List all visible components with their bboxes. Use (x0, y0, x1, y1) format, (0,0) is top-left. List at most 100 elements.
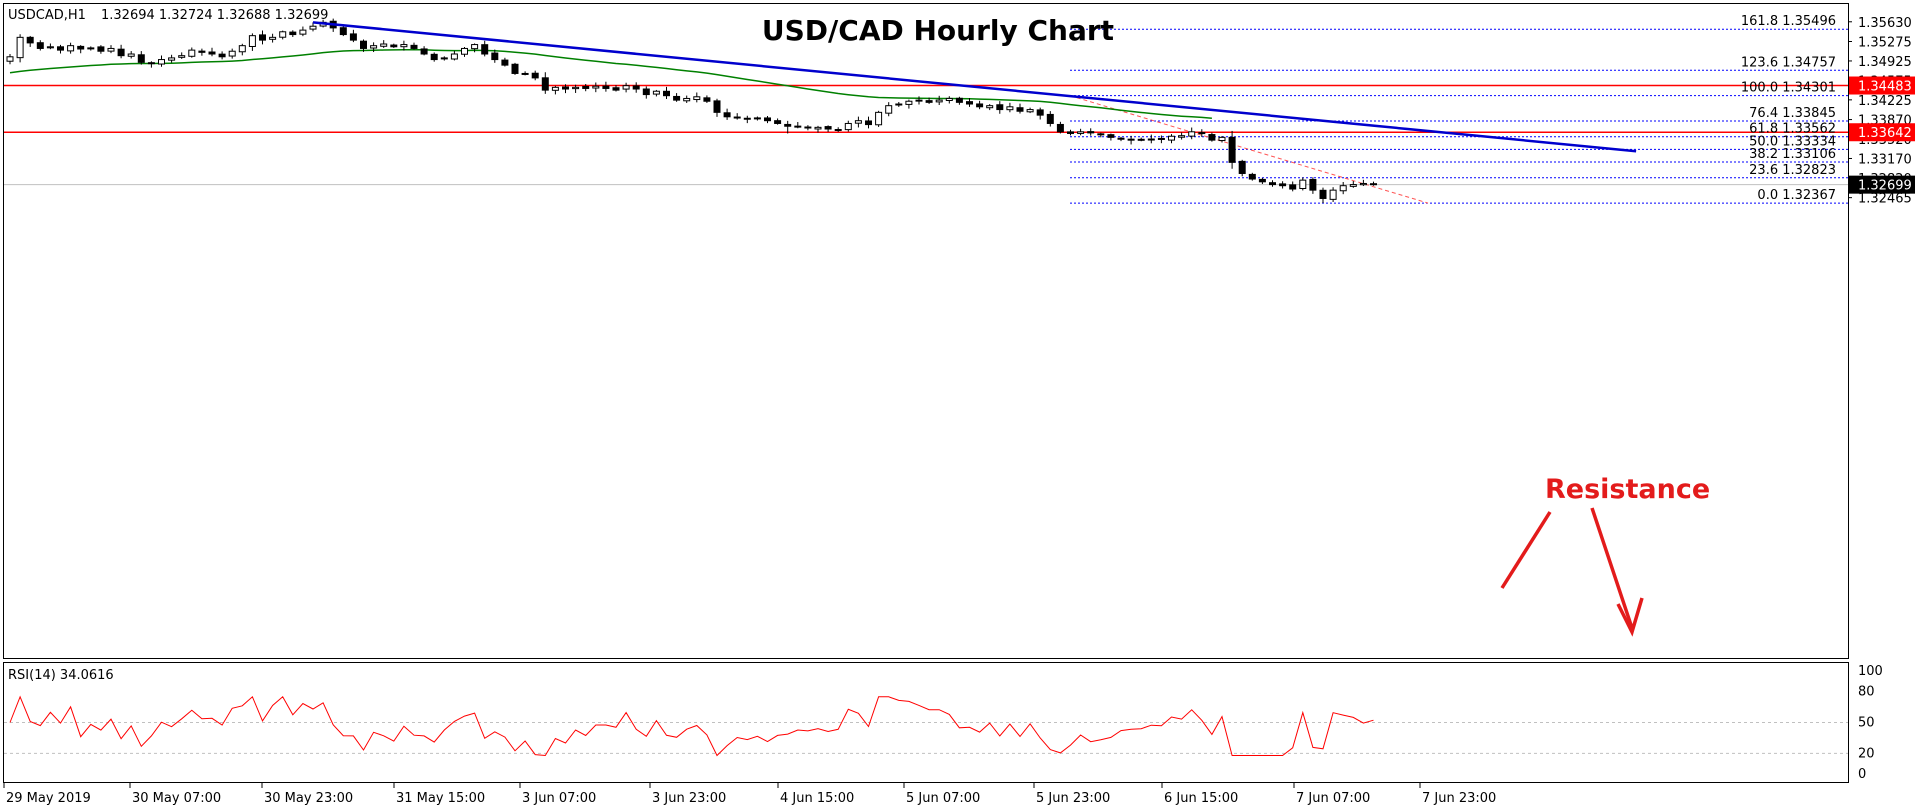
candle-body (178, 55, 186, 58)
candle-body (46, 46, 54, 49)
candle-body (218, 53, 226, 58)
candle-body (1127, 138, 1135, 141)
candle (158, 55, 165, 67)
candle-body (935, 99, 943, 103)
candle-body (501, 59, 509, 66)
fib-level-label: 61.8 1.33562 (1749, 122, 1836, 137)
candle (905, 99, 913, 109)
candle-body (521, 72, 529, 75)
annotations: Resistance (1500, 474, 1710, 637)
candle (673, 93, 681, 102)
time-tick-label: 4 Jun 15:00 (780, 791, 854, 806)
candle (178, 52, 186, 59)
trendline-group (312, 21, 1637, 153)
level-lines (4, 84, 1848, 186)
candle (1208, 132, 1216, 142)
candle (683, 95, 691, 103)
candle-body (339, 27, 347, 36)
candle-body (420, 48, 428, 55)
candle-body (1329, 189, 1337, 200)
candle (1087, 128, 1095, 136)
candle (723, 108, 731, 120)
candle-body (471, 44, 479, 50)
candle (935, 95, 943, 106)
candle (1238, 159, 1246, 177)
candle-body (1289, 184, 1297, 190)
rsi-tick-label: 100 (1858, 664, 1883, 679)
current-price-tag-text: 1.32699 (1858, 179, 1912, 194)
candle-body (865, 120, 872, 126)
candle-body (1006, 106, 1014, 111)
candle-body (137, 54, 145, 63)
chart-symbol: USDCAD,H1 (8, 8, 86, 23)
candle-body (349, 33, 357, 41)
candle (137, 51, 145, 65)
candle (844, 120, 852, 132)
candle (1218, 136, 1226, 143)
candle (238, 43, 246, 56)
candle-body (642, 88, 650, 96)
candle-body (955, 97, 963, 103)
candle-body (461, 47, 468, 55)
candle (1258, 177, 1266, 185)
time-tick-label: 30 May 07:00 (132, 791, 221, 806)
candle-body (895, 103, 903, 106)
candle-body (1036, 109, 1044, 116)
ema-line (9, 48, 1212, 120)
candle-body (703, 97, 711, 102)
candle (1147, 134, 1155, 144)
candle-body (481, 44, 489, 55)
candle-body (208, 51, 216, 55)
fib-level-label: 123.6 1.34757 (1741, 55, 1836, 70)
level-price-tag: 1.34483 (1849, 76, 1915, 95)
candle (289, 30, 297, 37)
candle (188, 47, 196, 58)
candle (1329, 187, 1337, 203)
resistance-label: Resistance (1545, 474, 1710, 505)
rsi-label: RSI(14) 34.0616 (8, 668, 114, 683)
candle-body (127, 53, 135, 57)
candle (834, 127, 842, 133)
candle (1157, 135, 1165, 144)
time-tick-label: 3 Jun 23:00 (652, 791, 726, 806)
candle (1117, 136, 1125, 142)
candle (309, 22, 317, 32)
chart-title: USD/CAD Hourly Chart (762, 14, 1114, 47)
candle-body (1208, 134, 1216, 141)
candle (269, 33, 277, 43)
candle (804, 125, 812, 131)
candle-body (551, 86, 559, 91)
candle-body (380, 43, 388, 47)
candle-body (1016, 107, 1024, 112)
candle-body (1178, 135, 1186, 138)
candle (622, 82, 630, 93)
candle-body (713, 100, 721, 113)
candle-body (774, 120, 782, 124)
candle (1056, 121, 1064, 134)
candle-body (117, 48, 125, 57)
candle-body (158, 59, 165, 65)
candle (976, 100, 984, 110)
candle (794, 122, 802, 129)
candle (339, 25, 347, 37)
candle (511, 62, 519, 75)
time-tick-label: 7 Jun 23:00 (1422, 791, 1496, 806)
time-tick-label: 29 May 2019 (6, 791, 91, 806)
candle (551, 85, 559, 95)
candle-body (986, 105, 994, 109)
candle-body (1309, 179, 1317, 191)
candle-body (1279, 183, 1287, 187)
candle-body (309, 25, 317, 30)
candle-body (652, 90, 660, 95)
candle-body (1046, 113, 1054, 124)
candle (400, 40, 408, 51)
candle-body (885, 105, 893, 114)
candle (1137, 137, 1145, 142)
candle (572, 84, 580, 93)
candle (360, 39, 367, 52)
rsi-tick-label: 0 (1858, 767, 1866, 782)
price-tick-label: 1.34925 (1858, 55, 1912, 70)
candle (420, 46, 428, 56)
candle-body (673, 95, 681, 101)
candle (410, 42, 418, 50)
